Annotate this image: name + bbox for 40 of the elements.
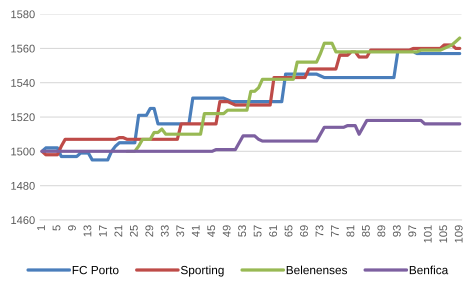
x-tick-label: 25 xyxy=(130,225,138,237)
legend-label: Sporting xyxy=(180,266,224,277)
x-tick-label: 41 xyxy=(192,225,200,237)
x-tick-label: 93 xyxy=(392,225,401,237)
x-tick-label: 69 xyxy=(300,225,308,237)
y-tick-label: 1480 xyxy=(11,182,35,190)
x-tick-label: 61 xyxy=(269,225,277,237)
y-tick-label: 1500 xyxy=(11,148,35,156)
x-tick-label: 29 xyxy=(145,225,154,237)
x-tick-label: 89 xyxy=(377,225,386,237)
x-tick-label: 37 xyxy=(176,225,184,237)
y-tick-label: 1560 xyxy=(11,44,35,53)
x-tick-label: 17 xyxy=(99,225,107,236)
x-tick-label: 101 xyxy=(424,225,432,243)
x-tick-label: 33 xyxy=(160,225,169,237)
x-tick-label: 97 xyxy=(408,225,416,237)
legend-label: Belenenses xyxy=(286,266,348,274)
x-tick-label: 57 xyxy=(254,225,262,237)
x-tick-label: 109 xyxy=(454,225,463,243)
y-tick-label: 1520 xyxy=(11,113,35,122)
x-tick-label: 13 xyxy=(83,225,92,236)
legend-label: FC Porto xyxy=(72,266,119,274)
x-tick-label: 45 xyxy=(207,225,216,237)
x-tick-label: 65 xyxy=(284,225,292,237)
x-tick-label: 85 xyxy=(362,225,370,237)
x-tick-label: 5 xyxy=(52,225,60,231)
line-series xyxy=(40,118,462,153)
x-tick-label: 1 xyxy=(37,225,45,230)
y-tick-label: 1540 xyxy=(11,78,35,87)
x-tick-label: 81 xyxy=(346,225,354,237)
x-tick-label: 9 xyxy=(68,225,76,230)
y-tick-label: 1580 xyxy=(11,10,35,18)
x-tick-label: 105 xyxy=(439,225,448,243)
x-tick-label: 49 xyxy=(222,225,231,237)
x-tick-label: 21 xyxy=(114,225,122,237)
x-tick-label: 53 xyxy=(238,225,246,237)
y-tick-label: 1460 xyxy=(11,216,35,224)
x-tick-label: 77 xyxy=(331,225,339,237)
x-tick-label: 73 xyxy=(316,225,324,237)
legend-label: Benfica xyxy=(410,266,448,274)
